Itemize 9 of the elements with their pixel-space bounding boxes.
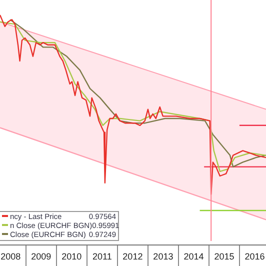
x-tick-label: 2015 [214, 251, 234, 262]
x-tick-label: 2008 [0, 251, 21, 262]
x-tick-label: 2013 [153, 251, 174, 262]
x-tick-label: 2012 [122, 251, 143, 262]
x-tick-label: 2009 [31, 251, 52, 262]
x-tick-label: 2011 [92, 251, 112, 262]
x-tick-label: 2014 [184, 251, 204, 262]
x-tick-label: 2016 [244, 251, 265, 262]
x-tick-label: 2010 [62, 251, 82, 262]
